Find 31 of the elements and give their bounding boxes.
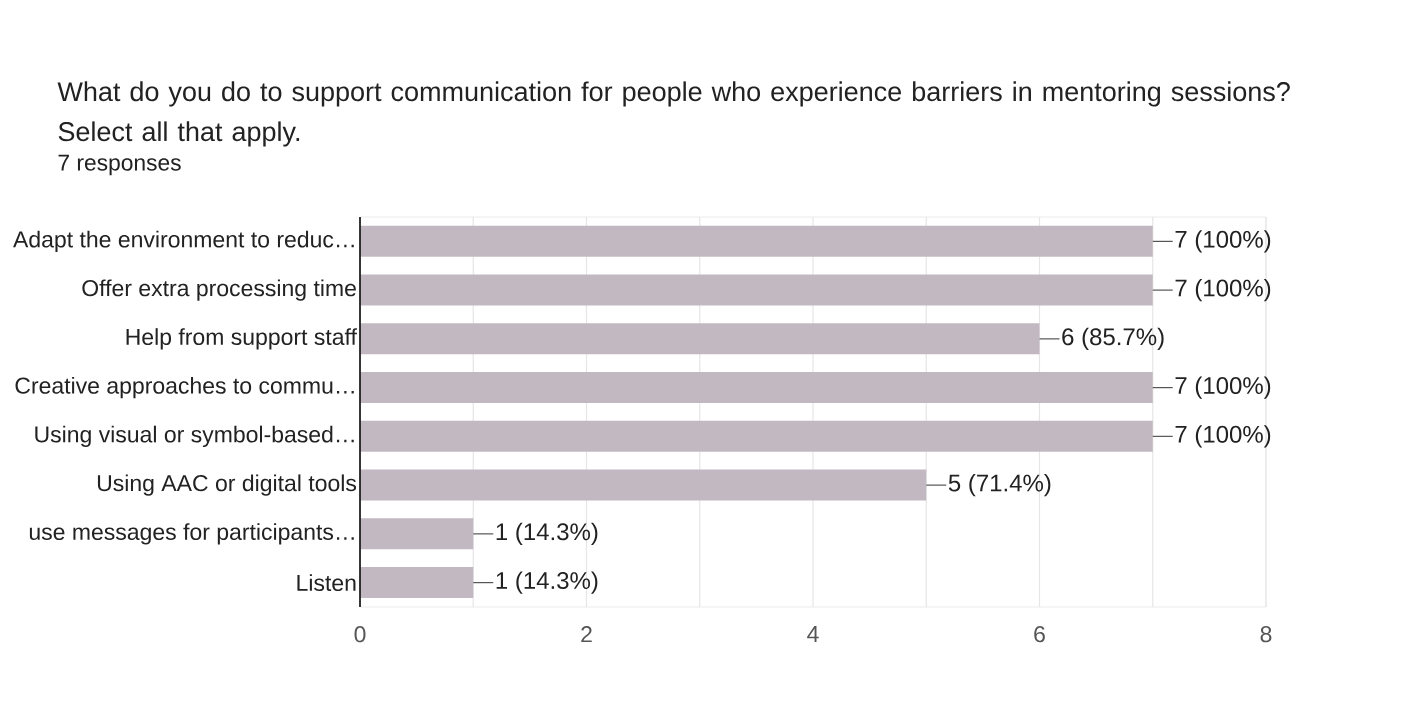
x-tick-label: 6 — [1034, 626, 1045, 643]
data-label: 7 (100%) — [1175, 425, 1271, 448]
y-tick-label: Adapt the environment to reduc… — [13, 230, 354, 253]
y-tick-label: Offer extra processing time — [82, 279, 356, 301]
bar — [360, 420, 1153, 452]
data-label: 1 (14.3%) — [496, 571, 598, 594]
x-tick-label: 2 — [581, 626, 592, 643]
data-label: 6 (85.7%) — [1062, 327, 1164, 351]
y-tick-label: Listen — [297, 574, 356, 592]
x-tick-label: 0 — [354, 626, 366, 643]
y-tick-label: Help from support staff — [126, 328, 357, 350]
bar — [360, 274, 1153, 306]
bar — [360, 469, 927, 501]
data-label: 7 (100%) — [1175, 230, 1271, 253]
y-tick-label: use messages for participants… — [29, 523, 354, 545]
bar — [360, 518, 474, 550]
x-tick-label: 4 — [807, 626, 819, 642]
y-tick-label: Creative approaches to commu… — [15, 376, 354, 399]
bar — [360, 372, 1153, 404]
text: 7 responses — [58, 154, 181, 176]
y-tick-label: Using AAC or digital tools — [97, 474, 357, 496]
data-label: 7 (100%) — [1175, 376, 1271, 399]
data-label: 7 (100%) — [1175, 278, 1271, 302]
y-tick-label: Using visual or symbol-based… — [35, 425, 354, 448]
x-tick-label: 8 — [1260, 626, 1272, 643]
chart-title: What do you do to support communication for people who experience barriers in mentoring sessions? Select all that apply. — [57, 81, 1290, 147]
bar — [360, 323, 1040, 355]
data-label: 1 (14.3%) — [496, 522, 598, 546]
bar — [360, 567, 474, 599]
bar — [360, 225, 1153, 257]
data-label: 5 (71.4%) — [948, 473, 1051, 497]
